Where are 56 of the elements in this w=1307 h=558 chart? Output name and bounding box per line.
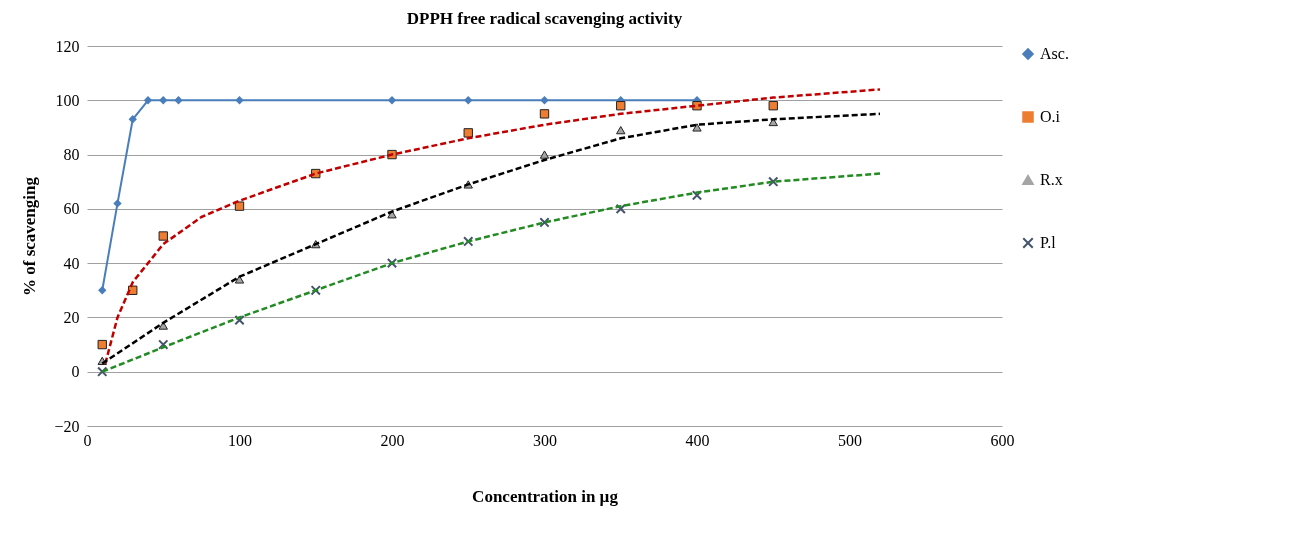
x-tick-label: 500 [838,431,862,449]
point [310,285,321,296]
y-tick-label: 20 [63,308,80,326]
point [463,236,474,247]
point [539,217,550,228]
point [539,109,550,119]
point [234,314,245,326]
point [235,96,244,105]
point [98,286,107,295]
x-tick-label: 400 [685,431,710,449]
point [386,257,398,269]
point [113,199,122,208]
point [143,96,153,105]
x-tick-label: 100 [228,431,252,449]
point [692,123,702,132]
y-tick-label: 0 [71,363,80,381]
y-tick-label: 80 [63,146,80,164]
x-tick-label: 300 [533,431,557,449]
point [387,96,397,105]
line-series [101,172,882,373]
point [539,150,550,159]
point [768,101,778,111]
point [158,321,168,330]
legend-label: R.x [1040,171,1063,188]
y-tick-label: 100 [55,91,80,109]
point [234,201,245,211]
point [463,128,473,138]
y-tick-label: 120 [55,37,80,55]
point [128,285,138,295]
x-axis-title: Concentration in µg [472,486,619,506]
point [128,115,137,124]
y-tick-label: 40 [63,254,80,272]
x-tick-label: 200 [380,431,405,449]
legend-label: O.i [1040,108,1061,125]
legend-label: Asc. [1040,45,1069,62]
point [97,366,108,377]
point [540,96,549,105]
y-axis-title: % of scavenging [20,176,40,296]
point [158,339,169,350]
point [615,203,626,215]
point [616,101,626,111]
point [158,231,168,241]
point [768,176,779,187]
y-tick-label: −20 [54,417,80,435]
point [159,96,168,105]
point [234,275,245,284]
y-tick-label: 60 [63,200,80,218]
point [174,96,183,105]
x-tick-label: 600 [990,431,1015,449]
point [616,126,626,135]
legend-label: P.l [1040,234,1057,251]
point [464,96,473,105]
x-tick-label: 0 [83,431,92,449]
chart-title: DPPH free radical scavenging activity [406,9,683,28]
point [97,339,107,350]
point [691,190,703,201]
